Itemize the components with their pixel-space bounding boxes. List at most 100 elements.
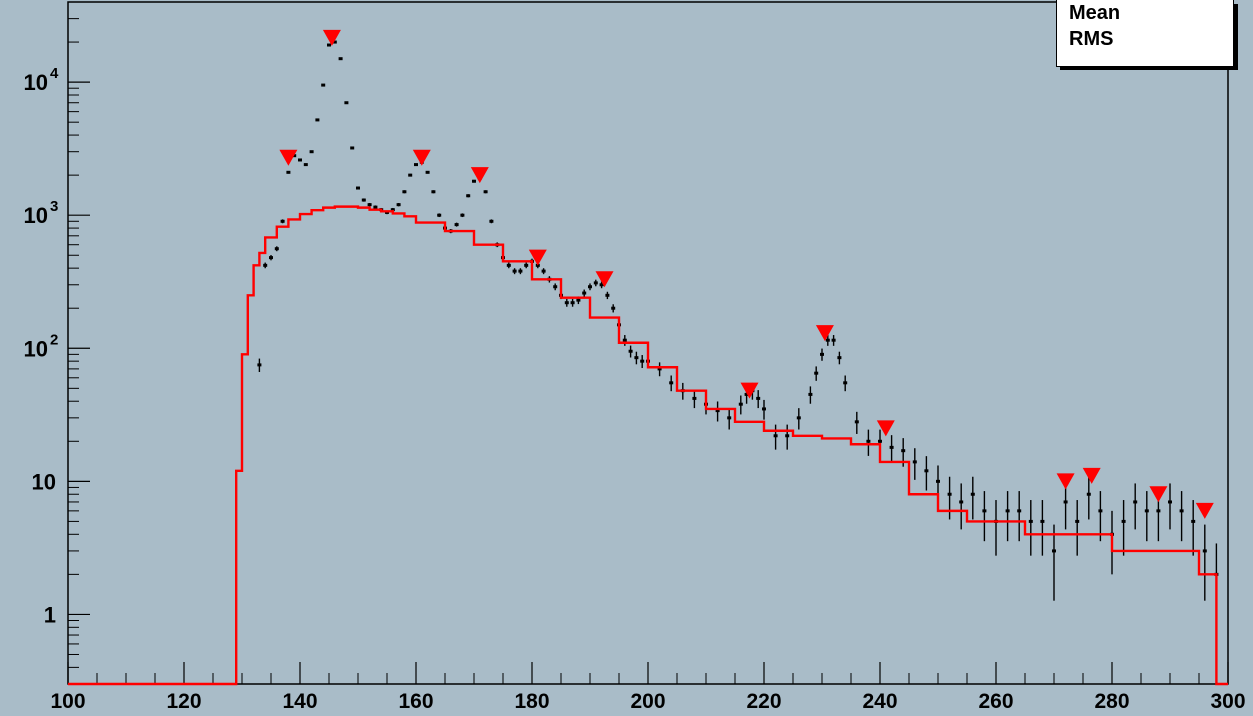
stats-box: Mean RMS bbox=[1056, 0, 1234, 67]
x-tick-label: 200 bbox=[630, 690, 665, 713]
x-tick-label: 300 bbox=[1210, 690, 1245, 713]
data-point bbox=[512, 269, 517, 273]
data-point bbox=[628, 349, 633, 353]
data-point bbox=[808, 392, 813, 396]
data-point bbox=[692, 396, 697, 400]
data-point bbox=[506, 263, 511, 267]
data-point bbox=[576, 298, 581, 302]
peak-markers bbox=[279, 29, 1214, 519]
data-point bbox=[843, 381, 848, 385]
data-point bbox=[298, 158, 302, 162]
data-point bbox=[280, 219, 285, 223]
data-point bbox=[466, 194, 471, 198]
x-tick-label: 180 bbox=[514, 690, 549, 713]
y-tick-exponent: 3 bbox=[50, 198, 58, 215]
data-point bbox=[1202, 549, 1207, 553]
data-point bbox=[1156, 509, 1161, 513]
data-point bbox=[785, 434, 790, 438]
data-point bbox=[425, 170, 430, 174]
data-point bbox=[970, 492, 975, 496]
data-point bbox=[390, 208, 395, 212]
data-point bbox=[924, 469, 929, 473]
data-point bbox=[402, 190, 407, 194]
data-point bbox=[936, 479, 940, 483]
peak-marker bbox=[740, 382, 759, 399]
data-point bbox=[431, 190, 436, 194]
data-point bbox=[321, 83, 326, 87]
data-point bbox=[715, 409, 720, 413]
x-tick-label: 220 bbox=[746, 690, 781, 713]
data-point bbox=[622, 338, 627, 342]
x-tick-label: 160 bbox=[398, 690, 433, 713]
data-point bbox=[454, 223, 459, 227]
data-point bbox=[1052, 549, 1056, 553]
peak-marker bbox=[279, 149, 298, 166]
background-fit-line bbox=[68, 205, 1228, 686]
x-tick-label: 100 bbox=[50, 690, 85, 713]
x-tick-label: 260 bbox=[978, 690, 1013, 713]
data-point bbox=[640, 359, 645, 363]
y-tick-label: 10 bbox=[24, 336, 48, 361]
y-tick-exponent: 2 bbox=[50, 331, 58, 348]
y-tick-label: 10 bbox=[24, 203, 48, 228]
data-point bbox=[814, 371, 819, 375]
data-point bbox=[744, 392, 749, 396]
x-tick-label: 140 bbox=[282, 690, 317, 713]
y-tick-label: 10 bbox=[24, 70, 48, 95]
data-point bbox=[727, 416, 732, 420]
data-point bbox=[367, 203, 372, 207]
data-point bbox=[408, 173, 413, 177]
data-point bbox=[756, 396, 761, 400]
data-point bbox=[483, 190, 488, 194]
data-point bbox=[773, 434, 778, 438]
data-point bbox=[959, 500, 964, 504]
data-point bbox=[1075, 519, 1080, 523]
data-point bbox=[588, 285, 592, 289]
data-point bbox=[582, 291, 587, 295]
data-point bbox=[1098, 509, 1103, 513]
x-tick-label: 280 bbox=[1094, 690, 1129, 713]
data-point bbox=[338, 57, 343, 61]
data-point bbox=[738, 402, 743, 406]
data-point bbox=[344, 101, 349, 105]
data-point bbox=[327, 43, 331, 47]
data-point bbox=[854, 420, 859, 424]
data-point bbox=[257, 363, 262, 367]
data-point bbox=[524, 263, 529, 267]
peak-marker bbox=[815, 325, 834, 342]
data-point bbox=[1063, 500, 1068, 504]
data-point bbox=[489, 219, 494, 223]
data-point bbox=[460, 213, 465, 217]
data-point bbox=[831, 338, 836, 342]
stats-box-shadow-bottom bbox=[1060, 66, 1238, 70]
data-point bbox=[1121, 519, 1126, 523]
data-point bbox=[762, 407, 766, 411]
data-point bbox=[878, 439, 882, 443]
data-point bbox=[599, 283, 604, 287]
data-point bbox=[361, 198, 366, 202]
data-point bbox=[1144, 509, 1149, 513]
data-point bbox=[292, 154, 297, 158]
stats-box-shadow bbox=[1232, 4, 1238, 68]
data-point bbox=[1133, 500, 1138, 504]
peak-marker bbox=[876, 420, 895, 437]
data-point bbox=[796, 416, 801, 420]
data-point bbox=[553, 285, 558, 289]
peak-marker bbox=[322, 29, 341, 46]
data-point bbox=[1040, 519, 1045, 523]
data-point bbox=[866, 439, 871, 443]
data-point bbox=[912, 460, 917, 464]
data-point bbox=[1028, 519, 1033, 523]
data-point bbox=[414, 163, 418, 167]
data-point bbox=[825, 338, 830, 342]
y-tick-label: 10 bbox=[32, 469, 56, 494]
peak-marker bbox=[412, 149, 431, 166]
peak-marker bbox=[1082, 467, 1101, 484]
y-tick-label: 1 bbox=[44, 602, 56, 627]
data-point bbox=[982, 509, 987, 513]
data-point bbox=[1086, 492, 1091, 496]
data-point bbox=[350, 146, 355, 150]
data-point bbox=[274, 247, 279, 251]
data-point bbox=[820, 352, 824, 356]
